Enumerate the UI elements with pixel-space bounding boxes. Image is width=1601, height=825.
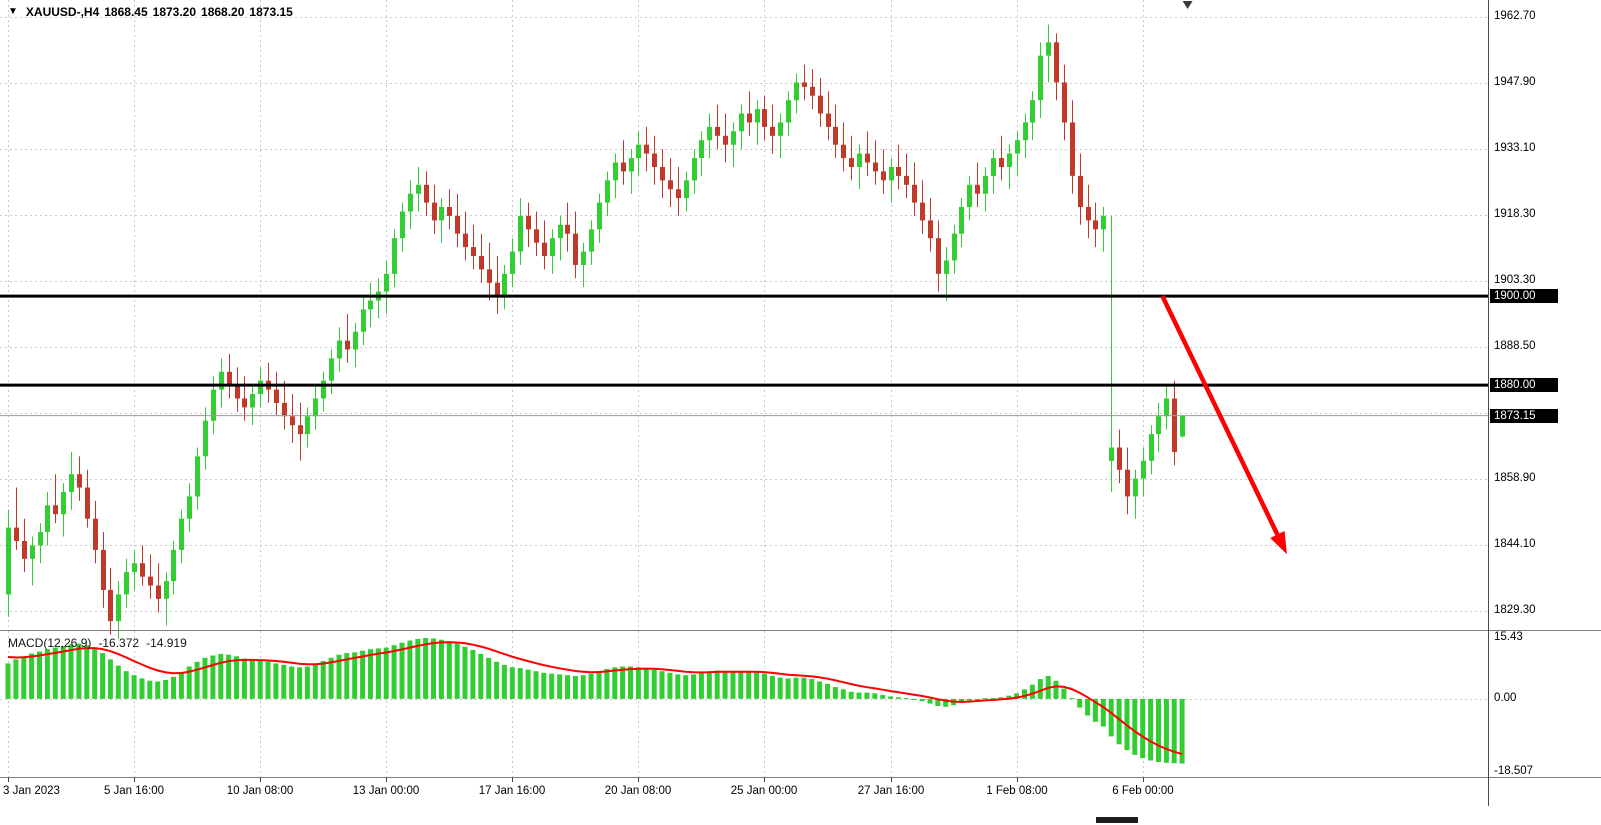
- time-axis-label: 5 Jan 16:00: [103, 785, 165, 797]
- time-axis-label: 27 Jan 16:00: [857, 785, 925, 797]
- ohlc-close: 1873.15: [249, 5, 293, 19]
- macd-title: MACD(12,26,9): [8, 636, 92, 650]
- time-axis-label: 25 Jan 00:00: [730, 785, 798, 797]
- macd-signal-value: -14.919: [146, 636, 187, 650]
- time-axis-tick: [8, 778, 9, 782]
- time-axis-tick: [1017, 778, 1018, 782]
- price-axis-separator: [1488, 0, 1489, 806]
- price-axis-label: 1918.30: [1494, 208, 1536, 220]
- time-axis-tick: [512, 778, 513, 782]
- ohlc-low: 1868.20: [201, 5, 245, 19]
- ohlc-open: 1868.45: [104, 5, 148, 19]
- macd-axis-label: 15.43: [1494, 631, 1523, 643]
- price-level-badge: 1900.00: [1490, 289, 1558, 303]
- time-axis-label: 6 Feb 00:00: [1112, 785, 1174, 797]
- time-axis-tick: [638, 778, 639, 782]
- time-axis-label: 17 Jan 16:00: [478, 785, 546, 797]
- time-axis-label: 20 Jan 08:00: [604, 785, 672, 797]
- time-axis-label: 3 Jan 2023: [3, 785, 60, 797]
- price-chart-canvas[interactable]: [0, 0, 1488, 778]
- trend-arrow[interactable]: [1160, 295, 1287, 555]
- time-axis-label: 10 Jan 08:00: [226, 785, 294, 797]
- price-axis-label: 1962.70: [1494, 10, 1536, 22]
- time-axis-label: 13 Jan 00:00: [352, 785, 420, 797]
- grid: [0, 0, 1488, 777]
- time-axis-tick: [260, 778, 261, 782]
- panel-separator-macd-timeaxis[interactable]: [0, 777, 1601, 778]
- price-axis-label: 1858.90: [1494, 472, 1536, 484]
- current-price-badge: 1873.15: [1490, 409, 1558, 423]
- ohlc-high: 1873.20: [152, 5, 197, 19]
- time-axis-tick: [134, 778, 135, 782]
- price-axis-label: 1933.10: [1494, 142, 1536, 154]
- panel-separator-main-macd[interactable]: [0, 630, 1601, 631]
- scrollbar-thumb[interactable]: [1096, 817, 1138, 823]
- macd-axis-label: -18.507: [1494, 765, 1534, 777]
- time-axis[interactable]: 3 Jan 2023 5 Jan 16:00 10 Jan 08:00 13 Jan …: [0, 778, 1601, 808]
- time-axis-tick: [891, 778, 892, 782]
- time-axis-tick: [1143, 778, 1144, 782]
- chart-info-line: ▼ XAUUSD-,H4 1868.45 1873.20 1868.20 187…: [8, 5, 293, 19]
- price-level-badge: 1880.00: [1490, 378, 1558, 392]
- macd-indicator-label: MACD(12,26,9) -16.372 -14.919: [8, 636, 187, 650]
- chart-shift-marker-icon[interactable]: [1182, 1, 1193, 9]
- one-click-trading-arrow-icon[interactable]: ▼: [8, 6, 18, 17]
- price-axis-label: 1947.90: [1494, 76, 1536, 88]
- macd-histogram: [5, 638, 1185, 764]
- time-axis-label: 1 Feb 08:00: [986, 785, 1048, 797]
- time-axis-tick: [764, 778, 765, 782]
- macd-value: -16.372: [98, 636, 140, 650]
- time-axis-tick: [386, 778, 387, 782]
- price-axis-label: 1888.50: [1494, 340, 1536, 352]
- price-axis-label: 1844.10: [1494, 538, 1536, 550]
- symbol-timeframe: XAUUSD-,H4: [25, 5, 100, 19]
- price-axis-label: 1903.30: [1494, 274, 1536, 286]
- macd-signal-line: [7, 641, 1183, 756]
- price-axis-label: 1829.30: [1494, 604, 1536, 616]
- candlesticks: [6, 24, 1185, 639]
- macd-axis-label: 0.00: [1494, 692, 1517, 704]
